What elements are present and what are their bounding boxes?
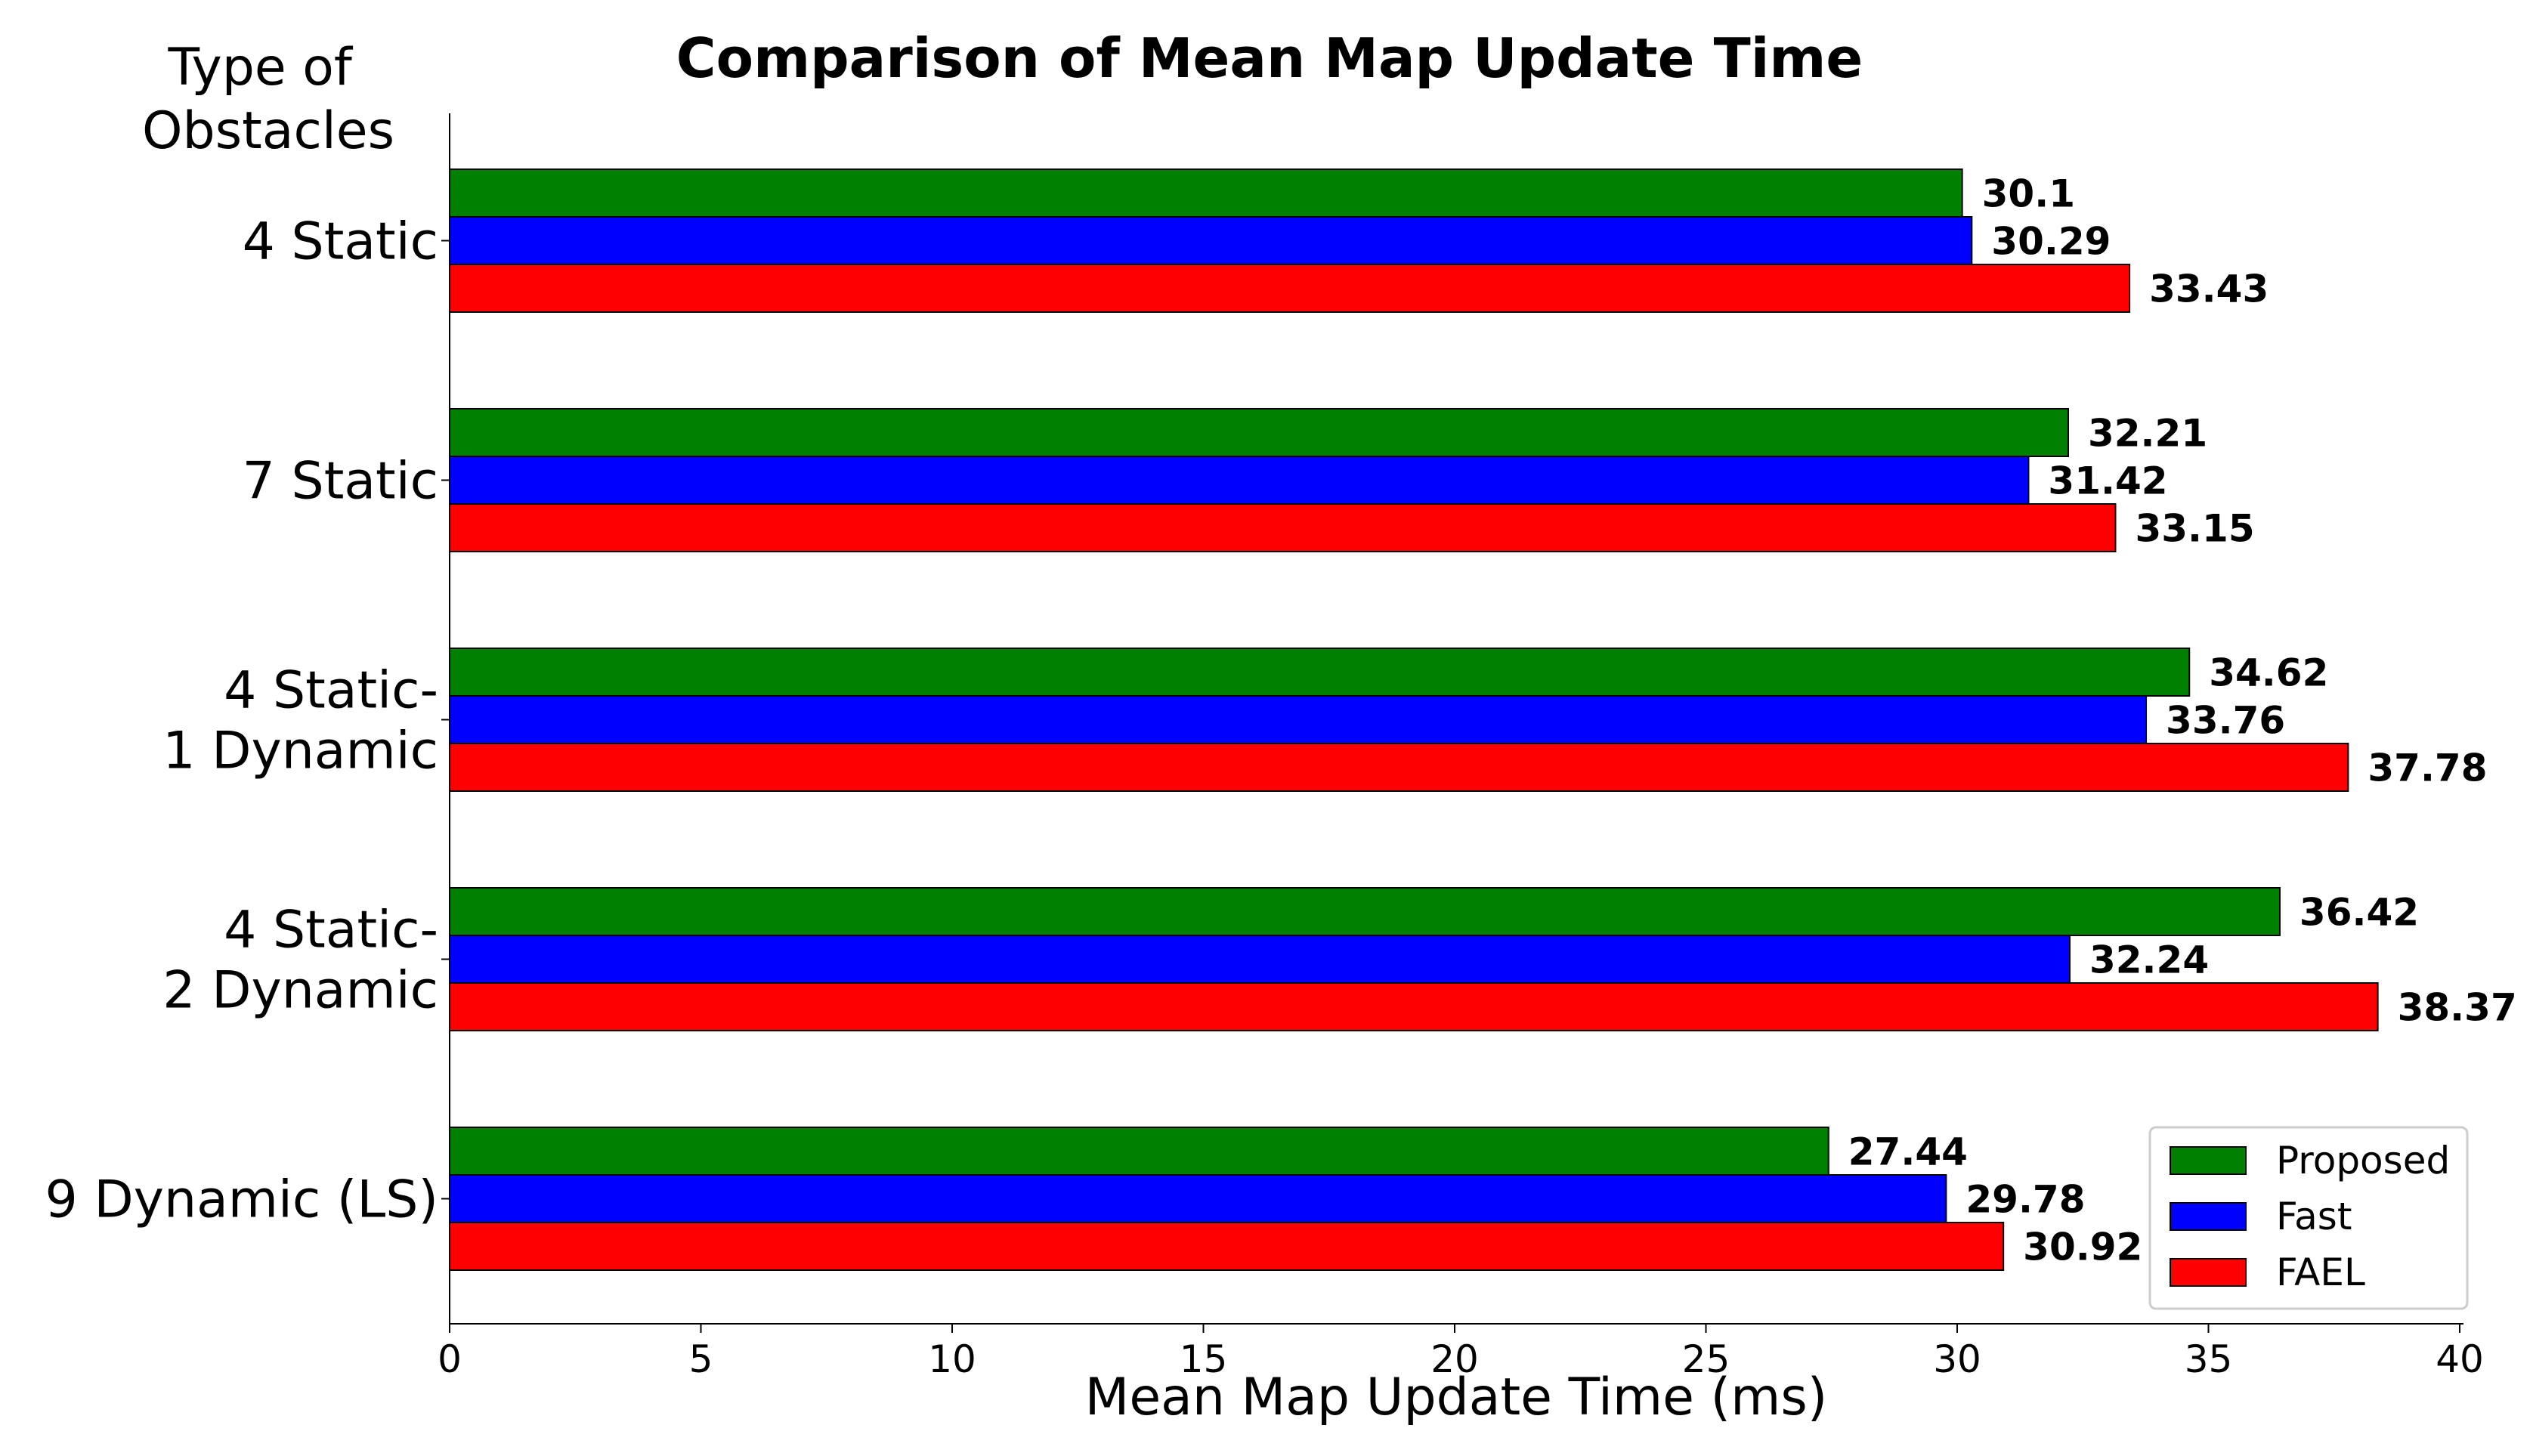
bar-fael-4 <box>449 982 2379 1031</box>
x-tick-label-15: 15 <box>1180 1337 1228 1381</box>
data-label-fast-5: 29.78 <box>1965 1178 2085 1222</box>
x-tick-label-25: 25 <box>1682 1337 1730 1381</box>
data-label-fael-3: 37.78 <box>2368 747 2487 790</box>
legend-label-fast: Fast <box>2276 1195 2352 1238</box>
data-label-fael-1: 33.43 <box>2149 267 2269 311</box>
category-label-4-line-1: 4 Static- <box>224 901 438 960</box>
data-label-fael-5: 30.92 <box>2023 1226 2142 1269</box>
legend-label-proposed: Proposed <box>2276 1139 2450 1182</box>
data-label-fast-4: 32.24 <box>2089 938 2209 982</box>
bar-fael-1 <box>449 264 2131 313</box>
legend-label-fael: FAEL <box>2276 1250 2365 1294</box>
data-label-fael-2: 33.15 <box>2135 507 2254 551</box>
bar-fast-4 <box>449 935 2071 984</box>
x-ticks-group: 0 5 10 15 20 25 30 35 40 <box>438 1324 2484 1381</box>
data-label-proposed-4: 36.42 <box>2299 891 2419 935</box>
bar-fast-2 <box>449 456 2030 505</box>
category-label-3-line-1: 4 Static- <box>224 661 438 721</box>
bars-group <box>449 168 2379 1271</box>
x-tick-label-0: 0 <box>438 1337 462 1381</box>
bar-fast-3 <box>449 695 2148 744</box>
legend-swatch-proposed <box>2170 1146 2247 1175</box>
data-label-proposed-1: 30.1 <box>1982 172 2075 216</box>
bar-proposed-3 <box>449 648 2191 697</box>
data-label-proposed-3: 34.62 <box>2209 651 2328 695</box>
bar-proposed-4 <box>449 887 2281 936</box>
x-tick-label-35: 35 <box>2185 1337 2233 1381</box>
data-label-proposed-2: 32.21 <box>2088 412 2207 456</box>
bar-proposed-1 <box>449 168 1963 218</box>
x-tick-label-10: 10 <box>928 1337 976 1381</box>
bar-fael-3 <box>449 743 2349 792</box>
x-axis-label: Mean Map Update Time (ms) <box>1085 1368 1828 1427</box>
category-label-5: 9 Dynamic (LS) <box>45 1170 439 1230</box>
chart-title: Comparison of Mean Map Update Time <box>676 26 1863 90</box>
y-axis-label-line-1: Type of <box>168 38 354 97</box>
bar-fast-5 <box>449 1174 1947 1223</box>
x-tick-label-40: 40 <box>2436 1337 2484 1381</box>
data-label-fael-4: 38.37 <box>2398 986 2517 1030</box>
data-label-fast-1: 30.29 <box>1991 220 2111 264</box>
category-label-4-line-2: 2 Dynamic <box>162 961 438 1021</box>
data-label-proposed-5: 27.44 <box>1848 1130 1968 1174</box>
category-label-3-line-2: 1 Dynamic <box>162 722 438 781</box>
bar-fael-2 <box>449 503 2117 552</box>
x-tick-label-20: 20 <box>1430 1337 1479 1381</box>
category-label-1: 4 Static <box>243 212 438 272</box>
y-axis-label: Type of Obstacles <box>142 38 394 161</box>
legend-swatch-fael <box>2170 1258 2247 1287</box>
y-axis-label-line-2: Obstacles <box>142 101 394 161</box>
legend-swatch-fast <box>2170 1202 2247 1231</box>
bar-fast-1 <box>449 216 1973 265</box>
bar-proposed-5 <box>449 1127 1829 1176</box>
x-tick-label-30: 30 <box>1933 1337 1981 1381</box>
x-tick-label-5: 5 <box>689 1337 713 1381</box>
legend: Proposed Fast FAEL <box>2148 1126 2469 1310</box>
bar-fael-5 <box>449 1222 2005 1271</box>
data-label-fast-2: 31.42 <box>2048 459 2167 503</box>
category-label-2: 7 Static <box>243 452 438 512</box>
bar-proposed-2 <box>449 408 2069 457</box>
data-label-fast-3: 33.76 <box>2166 699 2285 743</box>
